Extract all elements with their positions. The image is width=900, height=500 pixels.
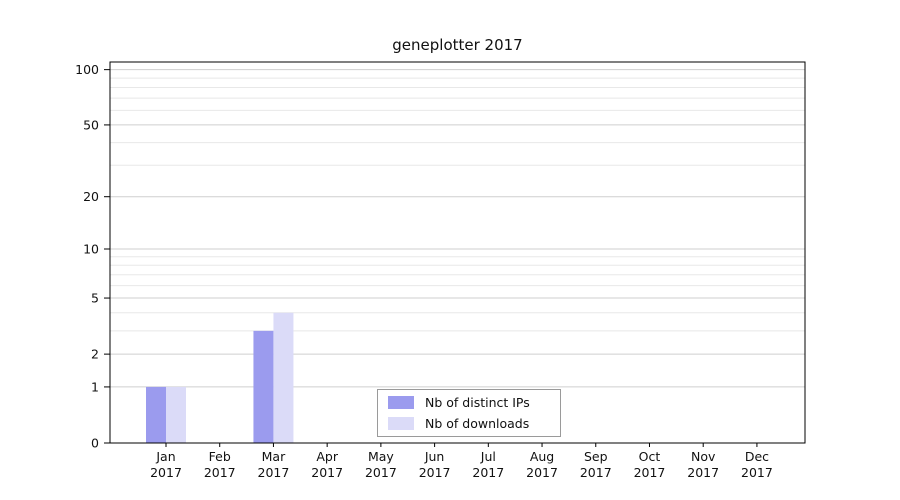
bar-downloads	[273, 312, 294, 443]
bar-distinct-ips	[146, 386, 166, 443]
x-tick-label-month: Oct	[639, 449, 661, 464]
legend: Nb of distinct IPs Nb of downloads	[377, 389, 561, 437]
plot-border	[109, 61, 806, 444]
x-tick-label-year: 2017	[258, 465, 290, 480]
x-tick-label-month: May	[368, 449, 394, 464]
bar-distinct-ips	[253, 330, 274, 443]
legend-label-downloads: Nb of downloads	[425, 415, 530, 431]
x-tick-label-month: Feb	[209, 449, 231, 464]
y-tick-label: 0	[91, 436, 99, 451]
chart-title: geneplotter 2017	[392, 36, 523, 54]
x-tick-label-month: Dec	[745, 449, 769, 464]
x-tick-label-month: Jun	[424, 449, 445, 464]
y-tick-label: 100	[75, 62, 99, 77]
bar-downloads	[166, 386, 186, 443]
x-tick-label-month: Jul	[480, 449, 496, 464]
y-tick-label: 1	[91, 379, 99, 394]
x-tick-label-year: 2017	[204, 465, 236, 480]
y-tick-label: 2	[91, 347, 99, 362]
y-tick-label: 5	[91, 291, 99, 306]
x-tick-label-year: 2017	[419, 465, 451, 480]
x-tick-label-year: 2017	[580, 465, 612, 480]
x-tick-label-year: 2017	[634, 465, 666, 480]
x-tick-label-year: 2017	[526, 465, 558, 480]
x-tick-label-year: 2017	[741, 465, 773, 480]
x-tick-label-month: Apr	[316, 449, 338, 464]
x-tick-label-month: Jan	[155, 449, 175, 464]
x-tick-label-year: 2017	[472, 465, 504, 480]
legend-item-distinct-ips: Nb of distinct IPs	[388, 395, 560, 410]
legend-label-distinct-ips: Nb of distinct IPs	[425, 395, 530, 411]
x-tick-label-year: 2017	[150, 465, 182, 480]
x-tick-label-year: 2017	[365, 465, 397, 480]
y-tick-label: 20	[83, 189, 99, 204]
x-tick-label-month: Nov	[691, 449, 716, 464]
x-tick-label-year: 2017	[687, 465, 719, 480]
legend-item-downloads: Nb of downloads	[388, 416, 560, 431]
x-tick-label-month: Sep	[584, 449, 608, 464]
x-tick-label-month: Aug	[530, 449, 554, 464]
x-tick-label-month: Mar	[262, 449, 286, 464]
y-tick-label: 10	[83, 242, 99, 257]
legend-swatch-downloads	[388, 416, 414, 430]
x-tick-label-year: 2017	[311, 465, 343, 480]
legend-swatch-distinct-ips	[388, 396, 414, 410]
y-tick-label: 50	[83, 117, 99, 132]
